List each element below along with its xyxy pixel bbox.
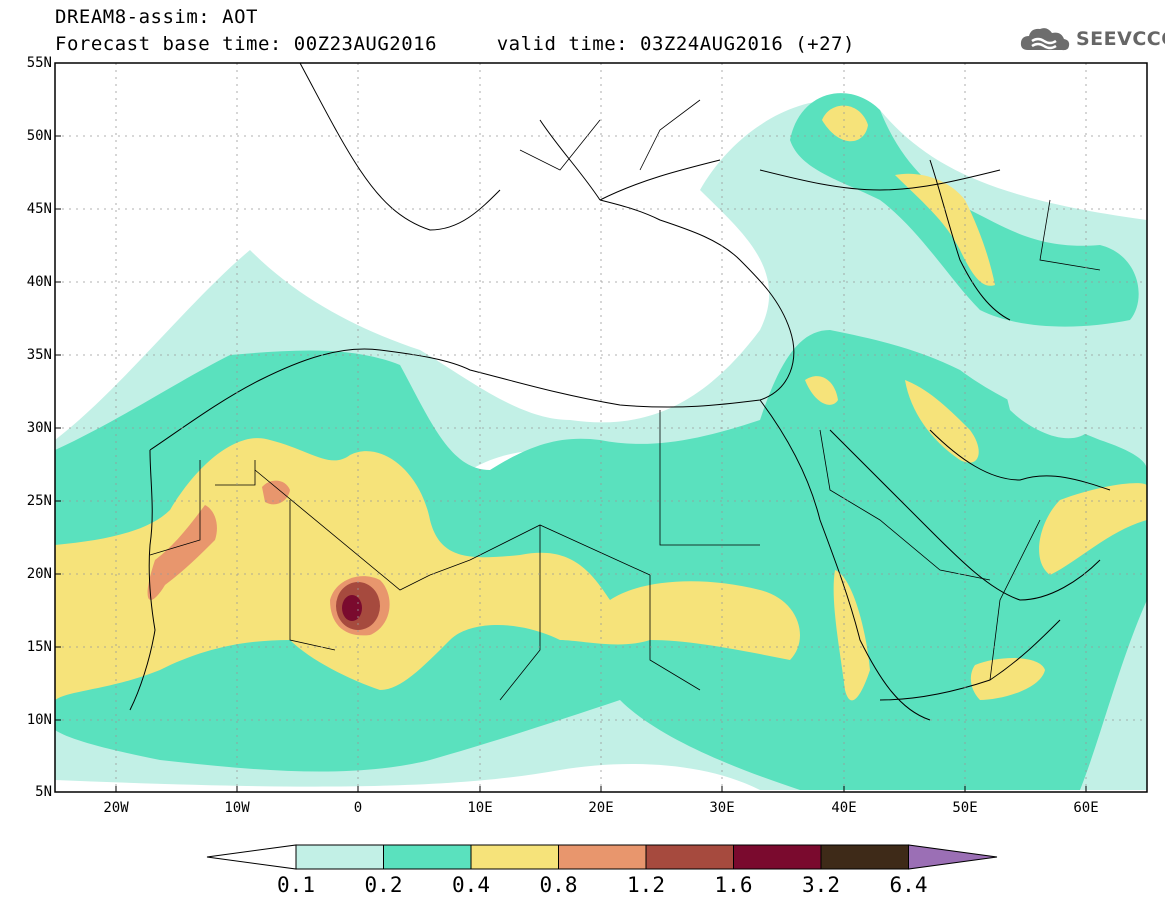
lon-label-20w: 20W [103, 800, 129, 816]
aot-band-0.4-oman [1039, 483, 1147, 575]
lon-label-10w: 10W [224, 800, 250, 816]
cloud-icon [1020, 28, 1070, 51]
colorbar-label-0.8: 0.8 [539, 873, 578, 897]
country-borders [149, 99, 1101, 701]
colorbar-bin-2 [383, 844, 472, 870]
aot-band-0.4-yemen [970, 658, 1045, 700]
lon-label-60e: 60E [1073, 800, 1099, 816]
colorbar-below-triangle [206, 844, 297, 870]
colorbar-bin-1 [295, 844, 384, 870]
logo-text: SEEVCCC [1076, 28, 1165, 50]
aot-band-0.4-iraq [905, 380, 979, 463]
colorbar-label-0.4: 0.4 [452, 873, 490, 897]
aot-band-1.6-mali [342, 595, 362, 621]
seevccc-logo: SEEVCCC [1018, 24, 1165, 54]
colorbar-above-triangle [908, 844, 998, 870]
map-title: DREAM8-assim: AOT [55, 6, 258, 28]
colorbar-label-6.4: 6.4 [889, 873, 928, 897]
colorbar-label-0.2: 0.2 [364, 873, 403, 897]
lat-label-45n: 45N [26, 201, 52, 217]
lat-label-10n: 10N [26, 712, 52, 728]
lon-label-50e: 50E [952, 800, 978, 816]
lat-label-20n: 20N [26, 566, 52, 582]
aot-band-0.4-syria [805, 376, 838, 405]
aot-band-0.4 [55, 438, 800, 700]
colorbar-label-0.1: 0.1 [277, 873, 315, 897]
colorbar-bin-3 [470, 844, 559, 870]
lat-label-5n: 5N [35, 784, 52, 800]
aot-band-0.4-ukraine [822, 105, 868, 142]
aot-band-0.4-ethiopia [833, 570, 870, 701]
lon-label-0: 0 [353, 800, 363, 816]
colorbar-label-3.2: 3.2 [802, 873, 840, 897]
tick-marks [55, 62, 1087, 792]
aot-band-0.2-arabia-hole [1000, 368, 1090, 439]
colorbar-label-1.2: 1.2 [627, 873, 665, 897]
lon-label-40e: 40E [831, 800, 857, 816]
graticule [55, 63, 1147, 792]
lat-label-15n: 15N [26, 639, 52, 655]
lon-label-20e: 20E [588, 800, 614, 816]
lat-label-55n: 55N [26, 55, 52, 71]
lat-label-50n: 50N [26, 128, 52, 144]
colorbar [206, 844, 998, 870]
colorbar-bin-7 [820, 844, 909, 870]
lon-label-30e: 30E [709, 800, 735, 816]
forecast-time-line: Forecast base time: 00Z23AUG2016 valid t… [55, 33, 855, 55]
colorbar-bin-6 [733, 844, 822, 870]
lat-label-25n: 25N [26, 493, 52, 509]
aot-band-0.4-caspian [895, 173, 995, 286]
colorbar-bin-4 [558, 844, 647, 870]
lat-label-35n: 35N [26, 347, 52, 363]
colorbar-bin-5 [645, 844, 734, 870]
lon-label-10e: 10E [467, 800, 493, 816]
lat-label-30n: 30N [26, 420, 52, 436]
coastlines [129, 63, 1111, 721]
aot-band-0.8-algeria [262, 480, 290, 505]
lat-label-40n: 40N [26, 274, 52, 290]
colorbar-label-1.6: 1.6 [714, 873, 753, 897]
